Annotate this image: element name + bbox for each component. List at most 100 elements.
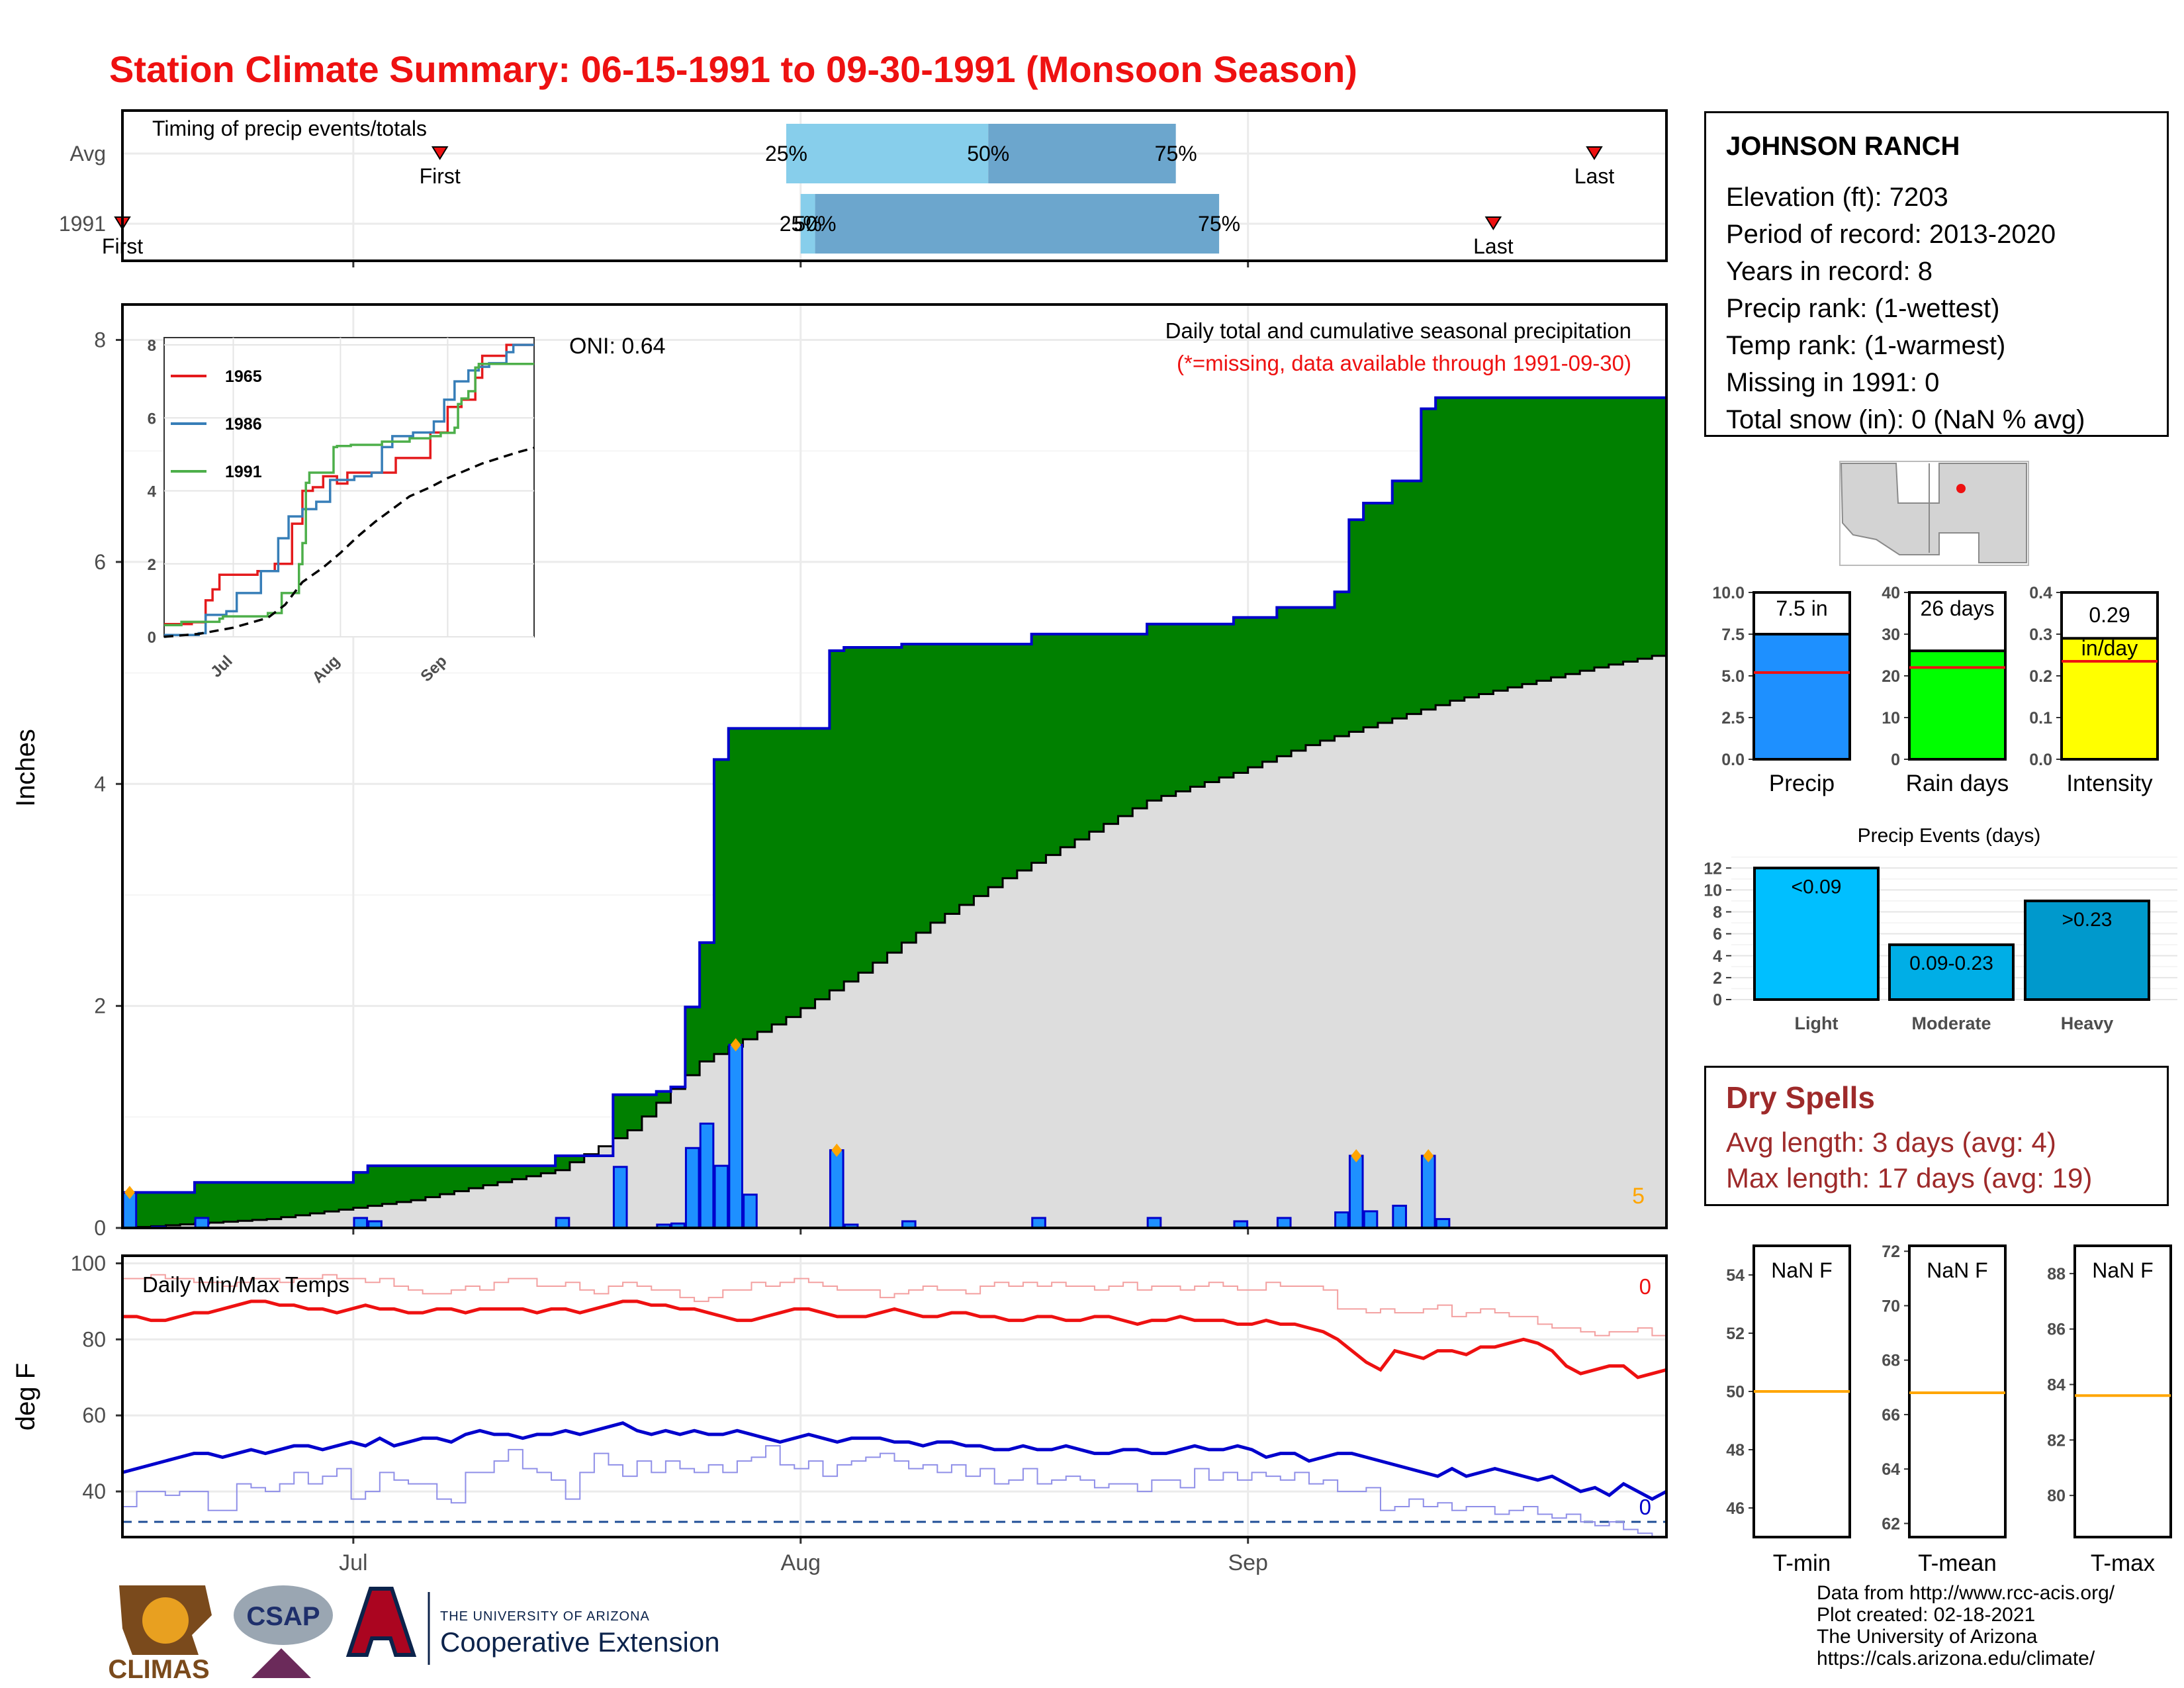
temp-y-tick-label: 80 [82,1327,106,1351]
daily-precip-bar [684,1147,700,1229]
events-bar-light [1753,867,1880,1002]
above-average-fill [713,759,729,1055]
extreme-day-marker [831,1143,842,1157]
summary-y-tick-label: 20 [1882,667,1900,686]
summary-y-tick-label: 0.0 [2029,751,2052,769]
summary-y-tick-label: 10.0 [1712,584,1745,602]
credit-university: The University of Arizona [1817,1626,2038,1648]
locator-map [1839,461,2029,566]
daily-precip-bar [728,1043,743,1229]
temp-y-tick-label: 60 [82,1403,106,1427]
above-average-fill [931,643,946,923]
above-average-fill [1551,397,1566,678]
summary-value-unit: in/day [2081,636,2138,660]
above-average-fill [267,1182,282,1219]
inset-y-tick-label: 0 [148,629,156,647]
daily-precip-bar [1392,1204,1407,1229]
summary-y-tick-label: 40 [1882,584,1900,602]
daily-precip-bar [1435,1218,1451,1229]
above-average-fill [1248,617,1263,768]
timing-bar-25-50 [786,124,989,183]
inset-y-tick-label: 4 [148,483,157,501]
climas-wordmark: CLIMAS [108,1655,209,1684]
above-average-fill [367,1166,383,1206]
inset-line-1965 [164,344,534,626]
summary-category-label: Rain days [1906,771,2009,796]
temp-summary-label: T-min [1773,1550,1831,1576]
temp-summary-y-tick-label: 48 [1726,1441,1745,1460]
above-average-fill [815,728,830,1000]
above-average-fill [700,943,715,1062]
events-y-tick-label: 0 [1713,991,1722,1009]
inset-y-tick-label: 8 [148,337,156,355]
above-average-fill [656,1091,672,1103]
timing-last-label: Last [1574,164,1615,188]
above-average-fill [1580,397,1595,671]
temp-summary-y-tick-label: 52 [1726,1325,1745,1343]
above-average-fill [1536,397,1552,681]
ua-name: THE UNIVERSITY OF ARIZONA [440,1609,650,1624]
above-average-fill [353,1172,369,1208]
temp-summary-y-tick-label: 70 [1882,1297,1900,1315]
above-average-fill [165,1192,181,1225]
temp-y-tick-label: 100 [71,1251,106,1275]
summary-y-tick-label: 0.2 [2029,667,2052,686]
above-average-fill [1017,643,1032,871]
daily-precip-bar [1348,1154,1364,1229]
temp-heading: Daily Min/Max Temps [142,1272,349,1297]
above-average-fill [829,651,844,991]
above-average-fill [916,643,931,933]
above-average-fill [208,1182,224,1223]
above-average-fill [844,647,859,982]
above-average-fill [1652,397,1667,656]
events-bar-moderate [1888,943,2015,1001]
daily-precip-bar [1146,1217,1162,1229]
above-average-fill [1219,624,1234,778]
summary-bar-intensity [2060,637,2159,761]
above-average-fill [1594,397,1610,668]
daily-precip-bar [1334,1211,1349,1229]
station-location-dot [1956,484,1966,493]
above-average-fill [1103,633,1119,824]
daily-precip-bar [743,1194,758,1229]
above-average-fill [1132,633,1148,809]
temp-summary-y-tick-label: 86 [2047,1321,2066,1339]
temp-series [122,1274,1668,1538]
above-average-fill [1565,397,1580,675]
above-average-fill [512,1166,527,1180]
above-average-fill [555,1156,570,1170]
temp-line-1991-max [122,1274,1666,1336]
above-average-fill [396,1166,412,1202]
above-average-fill [1089,633,1105,832]
temp-summary-value: NaN F [1927,1258,1987,1282]
missing-note: (*=missing, data available through 1991-… [1177,351,1631,375]
dry-spells-title: Dry Spells [1726,1080,1875,1115]
above-average-fill [483,1166,498,1186]
above-average-fill [800,728,816,1008]
dry-spells-max: Max length: 17 days (avg: 19) [1726,1162,2093,1194]
above-average-fill [1421,408,1436,710]
temp-panel-border [121,1254,1668,1538]
events-y-tick-label: 6 [1713,925,1722,944]
events-category-label: Heavy [2061,1013,2114,1033]
temp-summary-y-tick-label: 68 [1882,1352,1900,1370]
timing-first-marker [431,146,449,160]
station-period: Period of record: 2013-2020 [1726,220,2056,249]
timing-p50-label: 50% [967,142,1009,165]
above-average-fill [1392,481,1408,719]
summary-y-tick-label: 10 [1882,709,1900,727]
above-average-fill [151,1192,167,1227]
daily-precip-bar [1276,1217,1292,1229]
timing-last-marker [1484,216,1502,230]
inset-line-average [163,446,535,638]
above-average-fill [685,1007,700,1076]
above-average-fill [324,1182,340,1212]
csap-logo: CSAP [234,1585,333,1678]
above-average-fill [1291,607,1306,751]
precip-y-tick-label: 0 [94,1216,106,1240]
dry-spells-avg: Avg length: 3 days (avg: 4) [1726,1127,2056,1158]
temp-y-label: deg F [11,1363,40,1430]
above-average-fill [1449,397,1465,701]
